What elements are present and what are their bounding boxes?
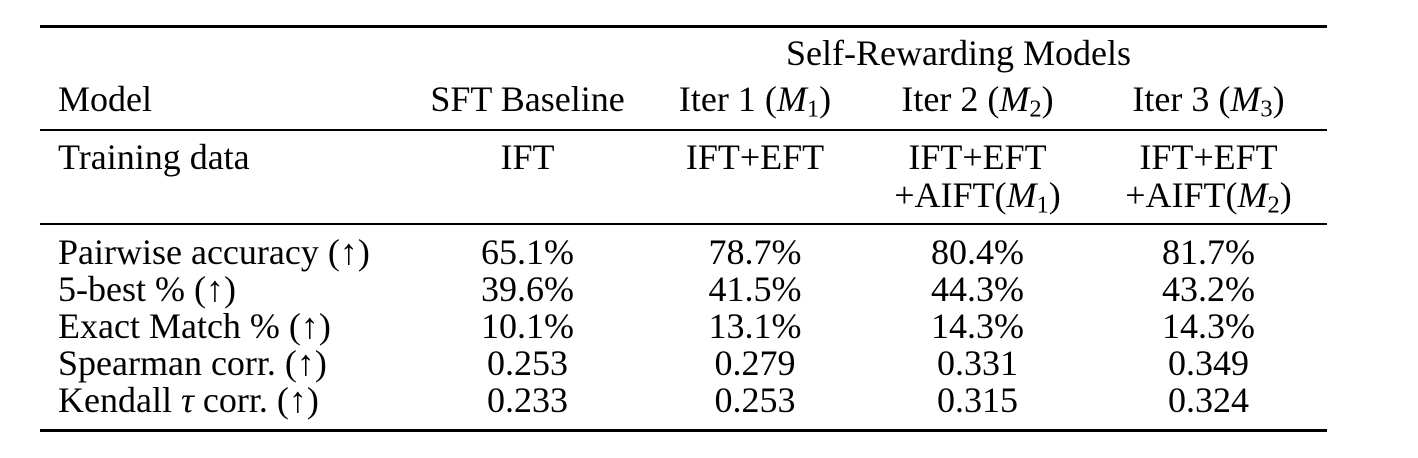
metric-value: 14.3% xyxy=(1162,306,1255,346)
results-table: Self-Rewarding Models Model SFT Baseline… xyxy=(40,25,1327,432)
col-header-model: Model xyxy=(40,75,410,131)
metric-value: 39.6% xyxy=(481,269,574,309)
spanning-header-spacer xyxy=(40,27,645,76)
metric-label: Spearman corr. (↑) xyxy=(58,343,327,383)
training-cell-iter-2-line-2: +AIFT(M1) xyxy=(865,175,1090,217)
metric-value: 10.1% xyxy=(481,306,574,346)
training-cell-iter-3-line-1: IFT+EFT xyxy=(1139,137,1278,177)
metric-value: 14.3% xyxy=(931,306,1024,346)
math-var-tau: τ xyxy=(180,380,194,420)
math-var-m: M xyxy=(776,79,807,119)
col-header-iter-3-text: Iter 3 ( xyxy=(1132,79,1231,119)
col-header-iter-1-text: Iter 1 ( xyxy=(678,79,777,119)
metric-value: 0.315 xyxy=(937,380,1018,420)
column-header-row: Model SFT Baseline Iter 1 (M1) Iter 2 (M… xyxy=(40,75,1327,131)
training-cell-iter-3-line-2: +AIFT(M2) xyxy=(1090,175,1327,217)
aift-close: ) xyxy=(1048,175,1061,215)
aift-text: +AIFT( xyxy=(1125,175,1238,215)
aift-text: +AIFT( xyxy=(894,175,1007,215)
training-data-label: Training data xyxy=(40,130,410,225)
math-sub-3: 3 xyxy=(1260,95,1273,123)
metric-value: 0.233 xyxy=(487,380,568,420)
metric-value: 80.4% xyxy=(931,232,1024,272)
col-header-iter-1-close: ) xyxy=(819,79,832,119)
metric-value: 0.253 xyxy=(714,380,796,420)
metric-value: 0.331 xyxy=(937,343,1018,383)
metric-value: 65.1% xyxy=(481,232,574,272)
training-cell-iter-1: IFT+EFT xyxy=(645,130,865,225)
training-cell-iter-3: IFT+EFT +AIFT(M2) xyxy=(1090,130,1327,225)
metric-label: Pairwise accuracy (↑) xyxy=(58,232,370,272)
math-sub-2: 2 xyxy=(1267,191,1280,219)
results-table-container: Self-Rewarding Models Model SFT Baseline… xyxy=(40,25,1327,432)
col-header-iter-2: Iter 2 (M2) xyxy=(865,75,1090,131)
training-cell-sft: IFT xyxy=(410,130,645,225)
metric-value: 0.279 xyxy=(714,343,796,383)
col-header-iter-2-close: ) xyxy=(1041,79,1054,119)
metric-value: 43.2% xyxy=(1162,269,1255,309)
training-cell-iter-2-line-1: IFT+EFT xyxy=(908,137,1047,177)
col-header-iter-2-text: Iter 2 ( xyxy=(901,79,1000,119)
col-header-iter-3: Iter 3 (M3) xyxy=(1090,75,1327,131)
training-data-row: Training data IFT IFT+EFT IFT+EFT +AIFT(… xyxy=(40,130,1327,225)
spanning-header-row: Self-Rewarding Models xyxy=(40,27,1327,76)
math-sub-1: 1 xyxy=(806,95,820,123)
metric-row-kendall-tau-corr: Kendall τ corr. (↑) 0.233 0.253 0.315 0.… xyxy=(40,382,1327,431)
metric-value: 41.5% xyxy=(708,269,802,309)
col-header-iter-3-close: ) xyxy=(1272,79,1285,119)
math-var-m: M xyxy=(1230,79,1261,119)
metric-label: Kendall τ corr. (↑) xyxy=(40,382,410,431)
spanning-header-label: Self-Rewarding Models xyxy=(786,33,1131,73)
metric-row-pairwise-accuracy: Pairwise accuracy (↑) 65.1% 78.7% 80.4% … xyxy=(40,224,1327,271)
metric-value: 0.349 xyxy=(1168,343,1249,383)
math-var-m: M xyxy=(999,79,1030,119)
metric-value: 13.1% xyxy=(708,306,802,346)
kendall-label-text: Kendall xyxy=(58,380,181,420)
metric-value: 81.7% xyxy=(1162,232,1255,272)
metric-row-5-best: 5-best % (↑) 39.6% 41.5% 44.3% 43.2% xyxy=(40,271,1327,308)
metric-value: 78.7% xyxy=(708,232,802,272)
col-header-sft-baseline: SFT Baseline xyxy=(410,75,645,131)
training-cell-iter-2: IFT+EFT +AIFT(M1) xyxy=(865,130,1090,225)
metric-row-spearman-corr: Spearman corr. (↑) 0.253 0.279 0.331 0.3… xyxy=(40,345,1327,382)
math-var-m: M xyxy=(1237,175,1268,215)
metric-value: 0.253 xyxy=(487,343,568,383)
aift-close: ) xyxy=(1279,175,1292,215)
metric-label: Exact Match % (↑) xyxy=(58,306,331,346)
math-var-m: M xyxy=(1006,175,1037,215)
metric-value: 44.3% xyxy=(931,269,1024,309)
math-sub-1: 1 xyxy=(1036,191,1049,219)
math-sub-2: 2 xyxy=(1029,95,1042,123)
metric-label: 5-best % (↑) xyxy=(58,269,236,309)
metric-value: 0.324 xyxy=(1168,380,1249,420)
kendall-label-suffix: corr. (↑) xyxy=(193,380,319,420)
metric-row-exact-match: Exact Match % (↑) 10.1% 13.1% 14.3% 14.3… xyxy=(40,308,1327,345)
col-header-iter-1: Iter 1 (M1) xyxy=(645,75,865,131)
